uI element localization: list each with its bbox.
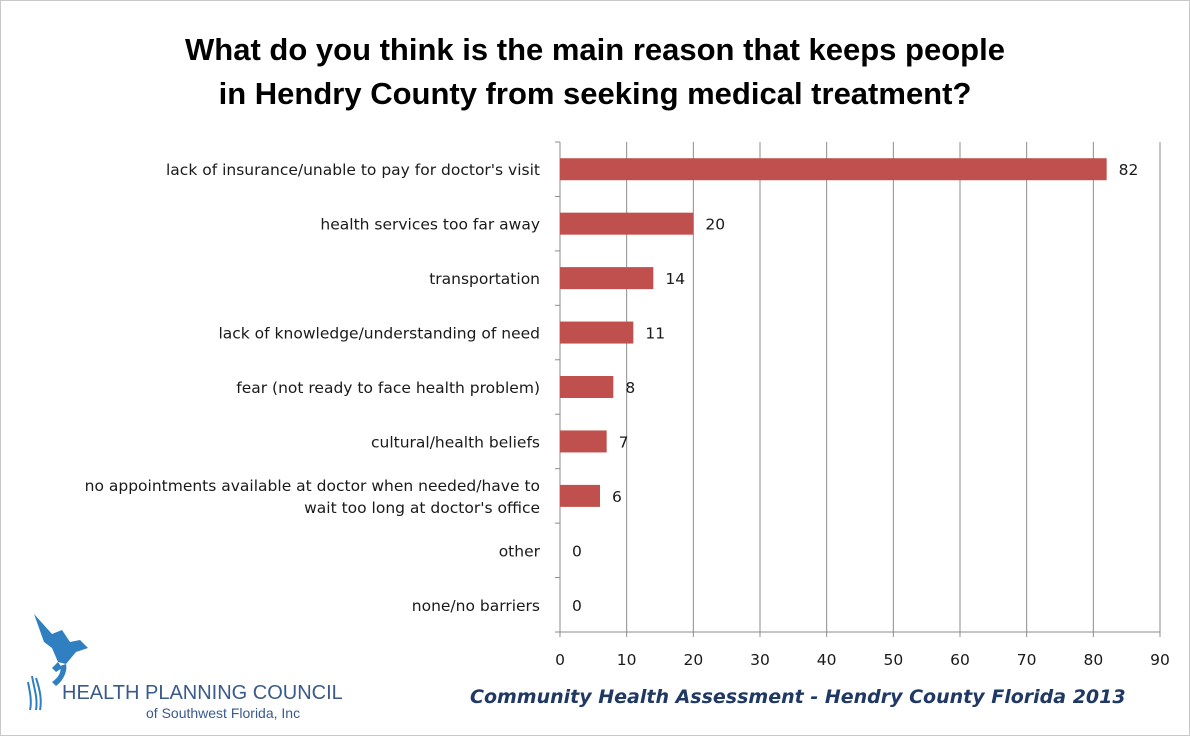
- bar-1: [560, 212, 694, 235]
- bar-2: [560, 267, 654, 290]
- x-tick-label-40: 40: [817, 651, 837, 669]
- data-label-8: 0: [572, 597, 582, 615]
- footer-caption: Community Health Assessment - Hendry Cou…: [470, 686, 1126, 708]
- data-label-0: 82: [1119, 161, 1139, 179]
- data-label-1: 20: [705, 216, 725, 234]
- chart-title-line-2: in Hendry County from seeking medical tr…: [218, 76, 972, 111]
- data-label-7: 0: [572, 542, 582, 560]
- category-label-6-line-1: wait too long at doctor's office: [304, 499, 540, 517]
- logo-text-line-1: HEALTH PLANNING COUNCIL: [62, 682, 343, 704]
- x-tick-label-50: 50: [883, 651, 903, 669]
- category-label-5: cultural/health beliefs: [371, 433, 540, 451]
- data-label-2: 14: [665, 270, 685, 288]
- x-tick-label-90: 90: [1150, 651, 1170, 669]
- category-label-4: fear (not ready to face health problem): [236, 379, 540, 397]
- chart-title: What do you think is the main reason tha…: [0, 28, 1190, 116]
- bar-4: [560, 376, 614, 398]
- x-tick-label-70: 70: [1017, 651, 1037, 669]
- logo-text-line-2: of Southwest Florida, Inc: [146, 705, 301, 721]
- bar-5: [560, 430, 607, 453]
- data-label-4: 8: [625, 379, 635, 397]
- organization-logo: HEALTH PLANNING COUNCIL of Southwest Flo…: [22, 612, 343, 722]
- data-label-3: 11: [645, 325, 665, 343]
- x-tick-label-30: 30: [750, 651, 770, 669]
- bar-6: [560, 484, 600, 507]
- category-label-6-line-0: no appointments available at doctor when…: [85, 477, 540, 495]
- category-label-8: none/no barriers: [412, 597, 540, 615]
- category-label-0: lack of insurance/unable to pay for doct…: [166, 161, 540, 179]
- chart-title-line-1: What do you think is the main reason tha…: [185, 32, 1005, 67]
- x-tick-label-0: 0: [555, 651, 565, 669]
- category-label-1: health services too far away: [320, 216, 540, 234]
- bar-3: [560, 321, 634, 344]
- data-label-6: 6: [612, 488, 622, 506]
- bar-0: [560, 158, 1107, 181]
- category-label-7: other: [499, 542, 541, 560]
- x-tick-label-60: 60: [950, 651, 970, 669]
- category-label-2: transportation: [429, 270, 540, 288]
- x-tick-label-10: 10: [617, 651, 637, 669]
- data-label-5: 7: [619, 433, 629, 451]
- category-label-3: lack of knowledge/understanding of need: [218, 325, 540, 343]
- x-tick-label-80: 80: [1083, 651, 1103, 669]
- heron-icon: [27, 614, 88, 711]
- x-tick-label-20: 20: [683, 651, 703, 669]
